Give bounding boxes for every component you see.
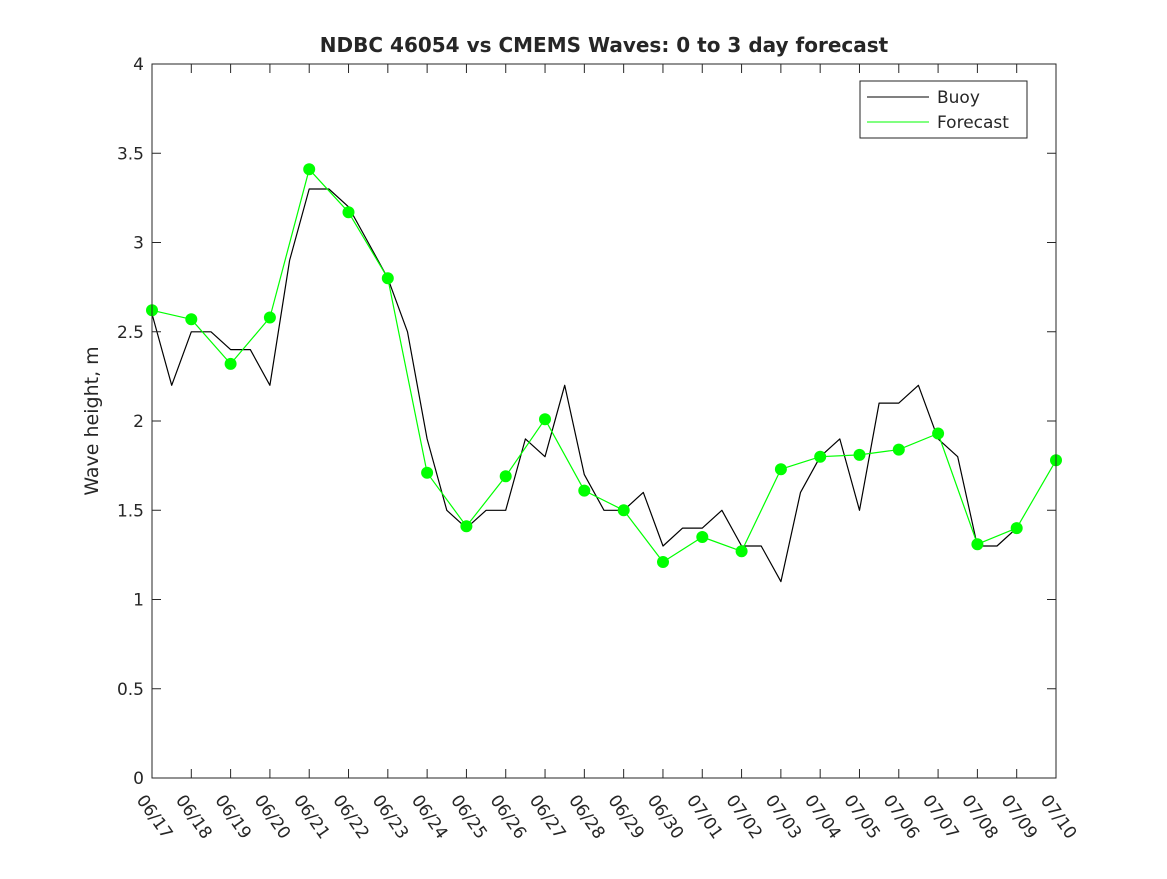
forecast-point [774, 463, 787, 476]
y-tick-label: 2 [133, 412, 144, 432]
forecast-point [657, 556, 669, 568]
forecast-point [814, 450, 827, 463]
forecast-series-line [151, 168, 1057, 563]
forecast-point [342, 206, 355, 219]
y-tick-label: 2.5 [117, 323, 144, 343]
y-tick-label: 3.5 [117, 144, 144, 164]
forecast-point [263, 311, 276, 324]
y-axis-label: Wave height, m [81, 346, 103, 495]
forecast-point [892, 443, 905, 456]
forecast-point [932, 427, 945, 440]
forecast-point [539, 413, 551, 426]
forecast-point [853, 448, 866, 461]
forecast-point [421, 466, 434, 479]
y-tick-label: 1.5 [117, 501, 144, 521]
forecast-point [735, 545, 748, 558]
y-tick-label: 0 [133, 769, 144, 789]
y-tick-label: 4 [133, 55, 144, 75]
forecast-point [499, 470, 512, 483]
buoy-series-line [151, 188, 1018, 583]
y-tick-label: 0.5 [117, 680, 144, 700]
legend: Buoy Forecast [859, 80, 1028, 139]
forecast-point [381, 272, 394, 285]
forecast-point [578, 484, 591, 497]
plot-area [152, 64, 1056, 778]
legend-buoy-label: Buoy [937, 88, 980, 108]
forecast-point [971, 538, 984, 551]
legend-box [859, 80, 1028, 139]
y-tick-label: 1 [133, 591, 144, 611]
legend-forecast-label: Forecast [937, 113, 1009, 133]
y-tick-label: 3 [133, 234, 144, 254]
forecast-point [185, 313, 198, 326]
forecast-point [617, 504, 630, 517]
forecast-point [303, 163, 316, 176]
forecast-point [224, 357, 237, 370]
forecast-point [696, 531, 709, 543]
forecast-point [1010, 522, 1023, 535]
chart-title: NDBC 46054 vs CMEMS Waves: 0 to 3 day fo… [320, 33, 889, 57]
forecast-point [460, 520, 473, 533]
